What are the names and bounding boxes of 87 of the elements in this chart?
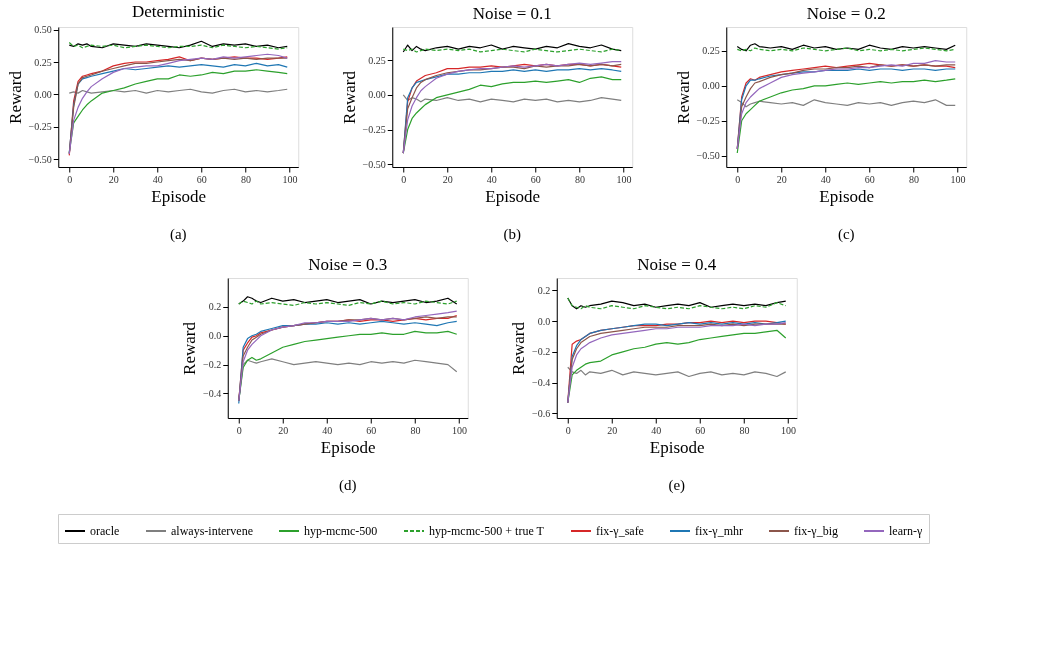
- y-tick-label: 0.25: [702, 45, 720, 57]
- x-tick-label: 40: [820, 173, 831, 185]
- y-axis-title: Reward: [180, 321, 200, 375]
- y-tick-label: −0.50: [28, 153, 52, 165]
- legend-label: hyp-mcmc-500: [304, 524, 378, 538]
- line-series: [567, 366, 787, 378]
- x-axis-title: Episode: [485, 186, 541, 206]
- y-tick-label: 0.2: [208, 301, 222, 313]
- chart-title: Noise = 0.3: [308, 255, 388, 274]
- x-axis-title: Episode: [819, 186, 875, 206]
- x-tick-label: 60: [366, 424, 377, 436]
- x-tick-label: 0: [401, 173, 407, 185]
- x-tick-label: 60: [530, 173, 541, 185]
- x-tick-label: 20: [607, 424, 618, 436]
- x-axis-title: Episode: [320, 437, 376, 457]
- legend-label: always-intervene: [171, 524, 253, 538]
- y-tick-label: −0.2: [203, 359, 222, 371]
- y-axis-title: Reward: [509, 321, 529, 375]
- legend-label: hyp-mcmc-500 + true T: [429, 524, 545, 538]
- chart-title: Noise = 0.2: [806, 4, 886, 23]
- x-tick-label: 100: [950, 173, 966, 185]
- x-tick-label: 40: [651, 424, 662, 436]
- x-tick-label: 100: [451, 424, 467, 436]
- x-tick-label: 0: [236, 424, 242, 436]
- y-tick-label: −0.50: [362, 158, 386, 170]
- y-tick-label: 0.00: [368, 89, 386, 101]
- x-tick-label: 80: [739, 424, 750, 436]
- y-axis-title: Reward: [5, 70, 25, 124]
- x-tick-label: 20: [442, 173, 453, 185]
- y-tick-label: 0.00: [34, 88, 52, 100]
- legend-label: fix-γ_mhr: [695, 524, 743, 538]
- y-tick-label: −0.4: [532, 377, 551, 389]
- x-tick-label: 20: [108, 173, 119, 185]
- y-tick-label: −0.6: [532, 407, 551, 419]
- y-axis-title: Reward: [339, 70, 359, 124]
- x-tick-label: 40: [152, 173, 163, 185]
- y-tick-label: 0.25: [368, 54, 386, 66]
- legend-label: learn-γ: [889, 524, 923, 538]
- text: (c): [837, 226, 855, 243]
- y-tick-label: 0.50: [34, 24, 52, 36]
- x-tick-label: 80: [410, 424, 421, 436]
- y-tick-label: 0.0: [537, 315, 551, 327]
- x-tick-label: 0: [735, 173, 741, 185]
- line-series: [402, 94, 622, 103]
- line-series: [736, 78, 956, 154]
- text: (d): [339, 477, 357, 494]
- x-tick-label: 100: [780, 424, 796, 436]
- y-tick-label: 0.00: [702, 80, 720, 92]
- y-tick-label: 0.2: [537, 284, 551, 296]
- legend-label: fix-γ_safe: [596, 524, 644, 538]
- text: (b): [503, 226, 521, 243]
- x-tick-label: 20: [278, 424, 289, 436]
- text: (a): [169, 226, 187, 243]
- y-tick-label: −0.25: [28, 121, 52, 133]
- y-tick-label: −0.2: [532, 346, 551, 358]
- line-series: [736, 43, 956, 52]
- y-tick-label: 0.0: [208, 330, 222, 342]
- y-tick-label: −0.25: [696, 115, 720, 127]
- y-tick-label: −0.4: [203, 387, 222, 399]
- x-tick-label: 60: [695, 424, 706, 436]
- chart-title: Deterministic: [131, 1, 225, 21]
- x-tick-label: 40: [486, 173, 497, 185]
- x-tick-label: 60: [864, 173, 875, 185]
- line-series: [736, 99, 956, 108]
- x-tick-label: 60: [196, 173, 207, 185]
- y-tick-label: −0.25: [362, 124, 386, 136]
- y-tick-label: −0.50: [696, 150, 720, 162]
- text: (e): [668, 477, 686, 494]
- x-tick-label: 80: [574, 173, 585, 185]
- chart-title: Noise = 0.1: [472, 4, 552, 23]
- x-tick-label: 20: [776, 173, 787, 185]
- x-axis-title: Episode: [649, 437, 705, 457]
- x-tick-label: 80: [240, 173, 251, 185]
- x-tick-label: 100: [282, 173, 298, 185]
- line-series: [567, 297, 787, 310]
- x-tick-label: 80: [908, 173, 919, 185]
- x-tick-label: 100: [616, 173, 632, 185]
- x-tick-label: 40: [322, 424, 333, 436]
- y-tick-label: 0.25: [34, 56, 52, 68]
- line-series: [402, 43, 622, 53]
- x-tick-label: 0: [565, 424, 571, 436]
- legend-label: oracle: [90, 524, 120, 538]
- y-axis-title: Reward: [673, 70, 693, 124]
- x-axis-title: Episode: [151, 186, 207, 206]
- x-tick-label: 0: [67, 173, 73, 185]
- chart-title: Noise = 0.4: [637, 255, 717, 274]
- legend-label: fix-γ_big: [794, 524, 838, 538]
